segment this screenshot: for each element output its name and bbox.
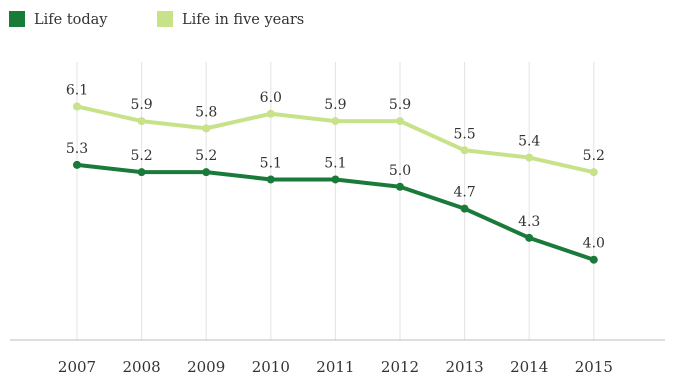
data-label: 5.2 [195, 148, 217, 164]
data-label: 5.9 [324, 97, 346, 113]
data-point [460, 146, 469, 155]
data-label: 5.1 [324, 155, 346, 171]
legend-swatch-1 [157, 11, 173, 27]
data-label: 4.3 [518, 214, 540, 230]
data-label: 5.2 [130, 148, 152, 164]
data-label: 5.5 [453, 126, 475, 142]
data-label: 6.1 [66, 82, 88, 98]
series: 5.3 5.2 5.2 5.1 5.1 5.0 4.7 4.3 4.0 6.1 5.9 5.8 6.0 5… [66, 82, 605, 264]
data-label: 6.0 [260, 90, 282, 106]
data-label: 5.8 [195, 104, 217, 120]
data-point [73, 160, 81, 169]
data-point [266, 175, 275, 184]
x-tick-label: 2011 [316, 358, 354, 376]
data-point [73, 102, 81, 111]
data-point [525, 233, 534, 242]
legend-label-1: Life in five years [182, 12, 304, 28]
x-tick-label: 2008 [123, 358, 161, 376]
legend-swatch-0 [9, 11, 25, 27]
data-point [396, 182, 404, 191]
data-point [589, 255, 598, 264]
data-point [396, 117, 404, 126]
data-label: 5.9 [130, 97, 152, 113]
data-point [202, 168, 211, 177]
data-point [331, 117, 340, 126]
data-point [589, 168, 598, 177]
data-point [525, 153, 534, 162]
x-tick-label: 2014 [510, 358, 548, 376]
data-point [266, 109, 275, 118]
data-label: 5.0 [389, 163, 411, 179]
data-point [202, 124, 211, 133]
x-tick-label: 2007 [58, 358, 96, 376]
legend-label-0: Life today [34, 12, 108, 28]
x-axis: 2007 2008 2009 2010 2011 2012 2013 2014 2015 [10, 339, 665, 376]
data-label: 5.9 [389, 97, 411, 113]
x-tick-label: 2013 [446, 358, 484, 376]
data-label: 5.4 [518, 134, 540, 150]
data-label: 5.2 [583, 148, 605, 164]
data-label: 4.7 [453, 185, 475, 201]
data-point [331, 175, 340, 184]
x-tick-label: 2009 [187, 358, 225, 376]
data-label: 5.1 [260, 155, 282, 171]
data-point [137, 168, 146, 177]
data-label: 4.0 [583, 236, 605, 252]
data-point [460, 204, 469, 213]
legend: Life today Life in five years [9, 11, 304, 28]
data-point [137, 117, 146, 126]
x-tick-label: 2015 [575, 358, 613, 376]
x-tick-label: 2010 [252, 358, 290, 376]
data-label: 5.3 [66, 141, 88, 157]
x-tick-label: 2012 [381, 358, 419, 376]
grid [76, 62, 595, 340]
